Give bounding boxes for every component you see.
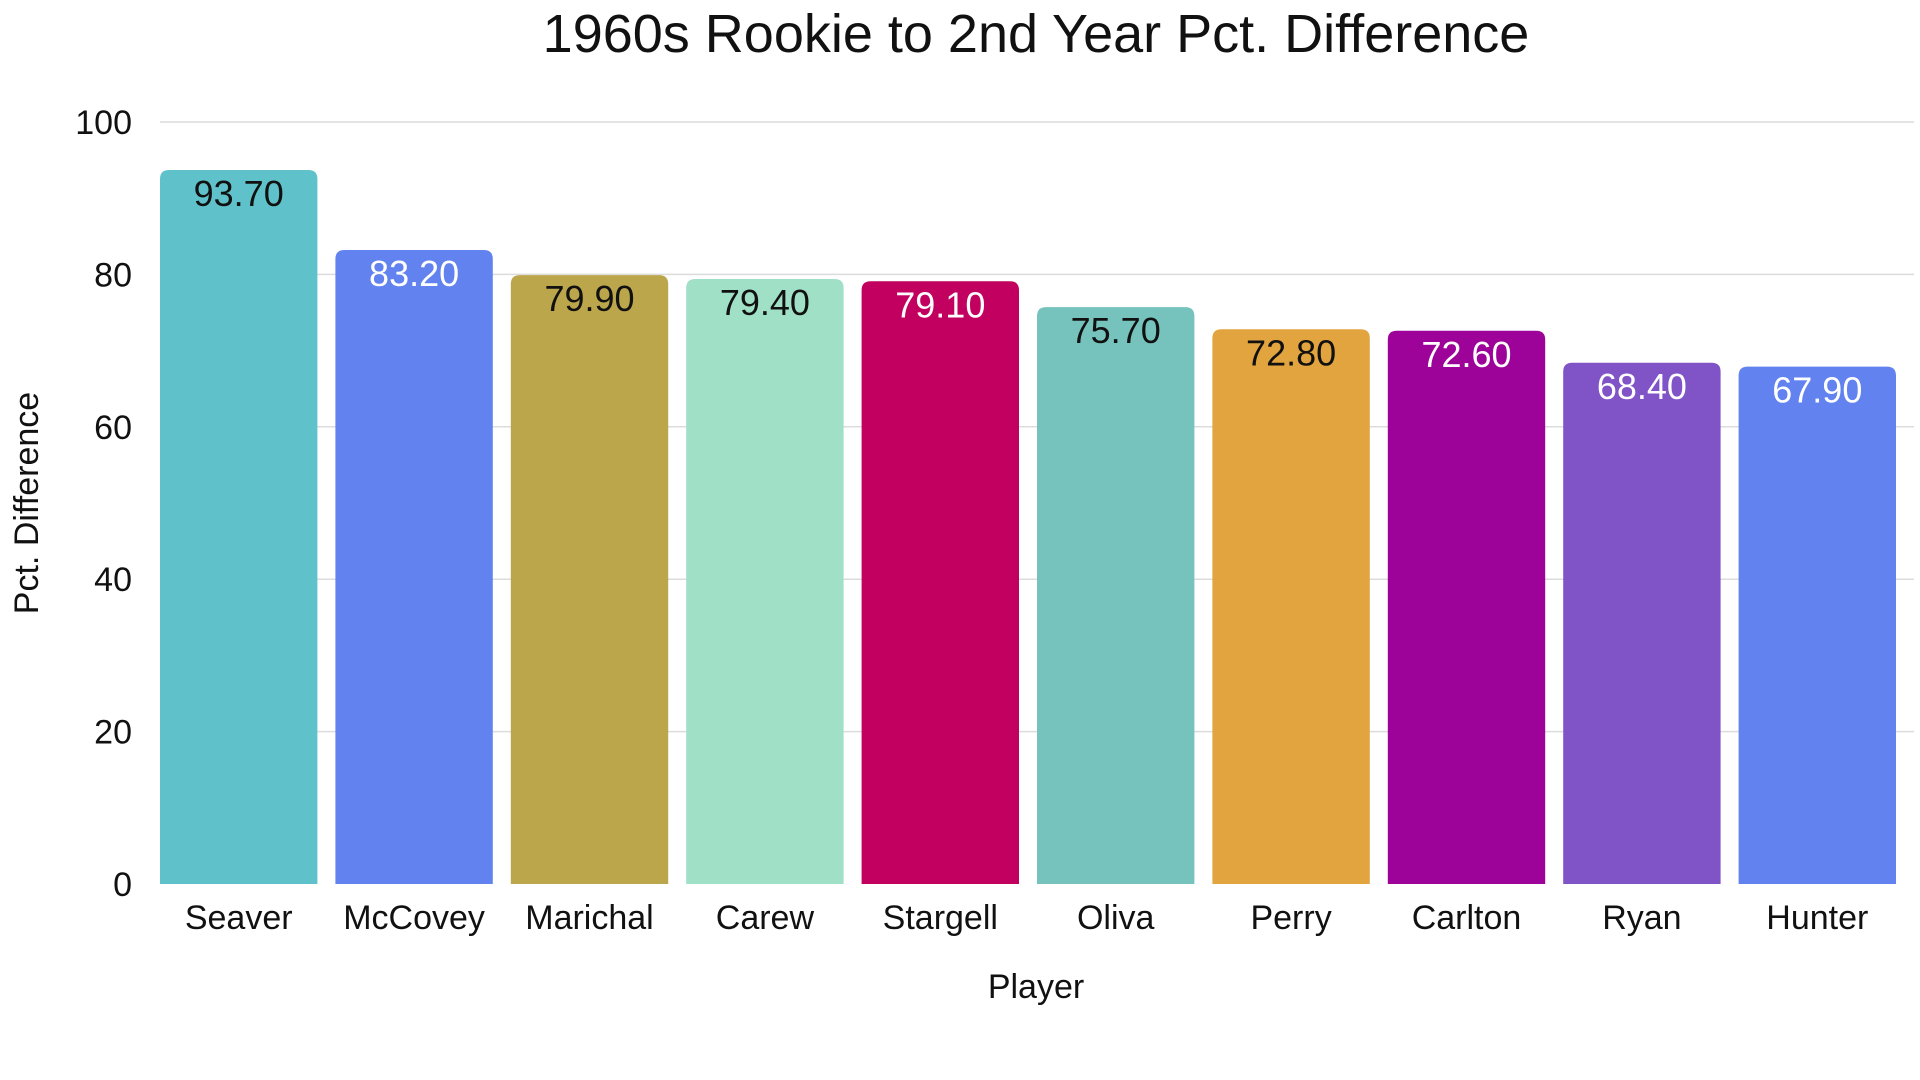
- data-label: 79.10: [895, 284, 985, 325]
- x-axis-title: Player: [988, 968, 1084, 1006]
- bar-carlton: [1387, 330, 1546, 885]
- y-axis-ticks: 0 20 40 60 80 100: [75, 104, 132, 904]
- x-tick-label: Carew: [716, 899, 815, 937]
- x-tick-label: Carlton: [1412, 899, 1522, 937]
- y-tick-label: 60: [94, 409, 132, 447]
- bar-mccovey: [335, 250, 493, 885]
- x-tick-label: McCovey: [343, 899, 485, 937]
- bars: [160, 170, 1896, 885]
- x-axis-ticks: Seaver McCovey Marichal Carew Stargell Oliva P…: [185, 899, 1868, 937]
- data-label: 79.40: [720, 282, 810, 323]
- x-tick-label: Marichal: [525, 899, 653, 937]
- y-axis-title: Pct. Difference: [8, 392, 46, 614]
- data-labels: 93.70 83.20 79.90 79.40 79.10 75.70 72.80 72.60…: [194, 173, 1863, 411]
- x-tick-label: Perry: [1250, 899, 1331, 937]
- y-tick-label: 40: [94, 561, 132, 599]
- bar-carew: [686, 278, 844, 884]
- bar-stargell: [861, 281, 1019, 884]
- data-label: 67.90: [1772, 370, 1862, 411]
- data-label: 93.70: [194, 173, 284, 214]
- x-tick-label: Ryan: [1602, 899, 1681, 937]
- data-label: 72.80: [1246, 332, 1336, 373]
- y-tick-label: 80: [94, 256, 132, 294]
- x-tick-label: Stargell: [883, 899, 998, 937]
- bar-perry: [1212, 329, 1370, 884]
- data-label: 79.90: [544, 278, 634, 319]
- data-label: 75.70: [1071, 310, 1161, 351]
- bar-ryan: [1563, 362, 1721, 884]
- y-tick-label: 0: [113, 866, 132, 904]
- bar-oliva: [1037, 307, 1195, 884]
- data-label: 68.40: [1597, 366, 1687, 407]
- bar-hunter: [1738, 366, 1896, 884]
- data-label: 72.60: [1421, 334, 1511, 375]
- bar-marichal: [510, 275, 669, 884]
- x-tick-label: Hunter: [1766, 899, 1868, 937]
- x-tick-label: Oliva: [1077, 899, 1155, 937]
- y-tick-label: 20: [94, 714, 132, 752]
- chart-title: 1960s Rookie to 2nd Year Pct. Difference: [543, 4, 1530, 64]
- y-tick-label: 100: [75, 104, 132, 142]
- bar-seaver: [160, 170, 318, 885]
- data-label: 83.20: [369, 253, 459, 294]
- x-tick-label: Seaver: [185, 899, 293, 937]
